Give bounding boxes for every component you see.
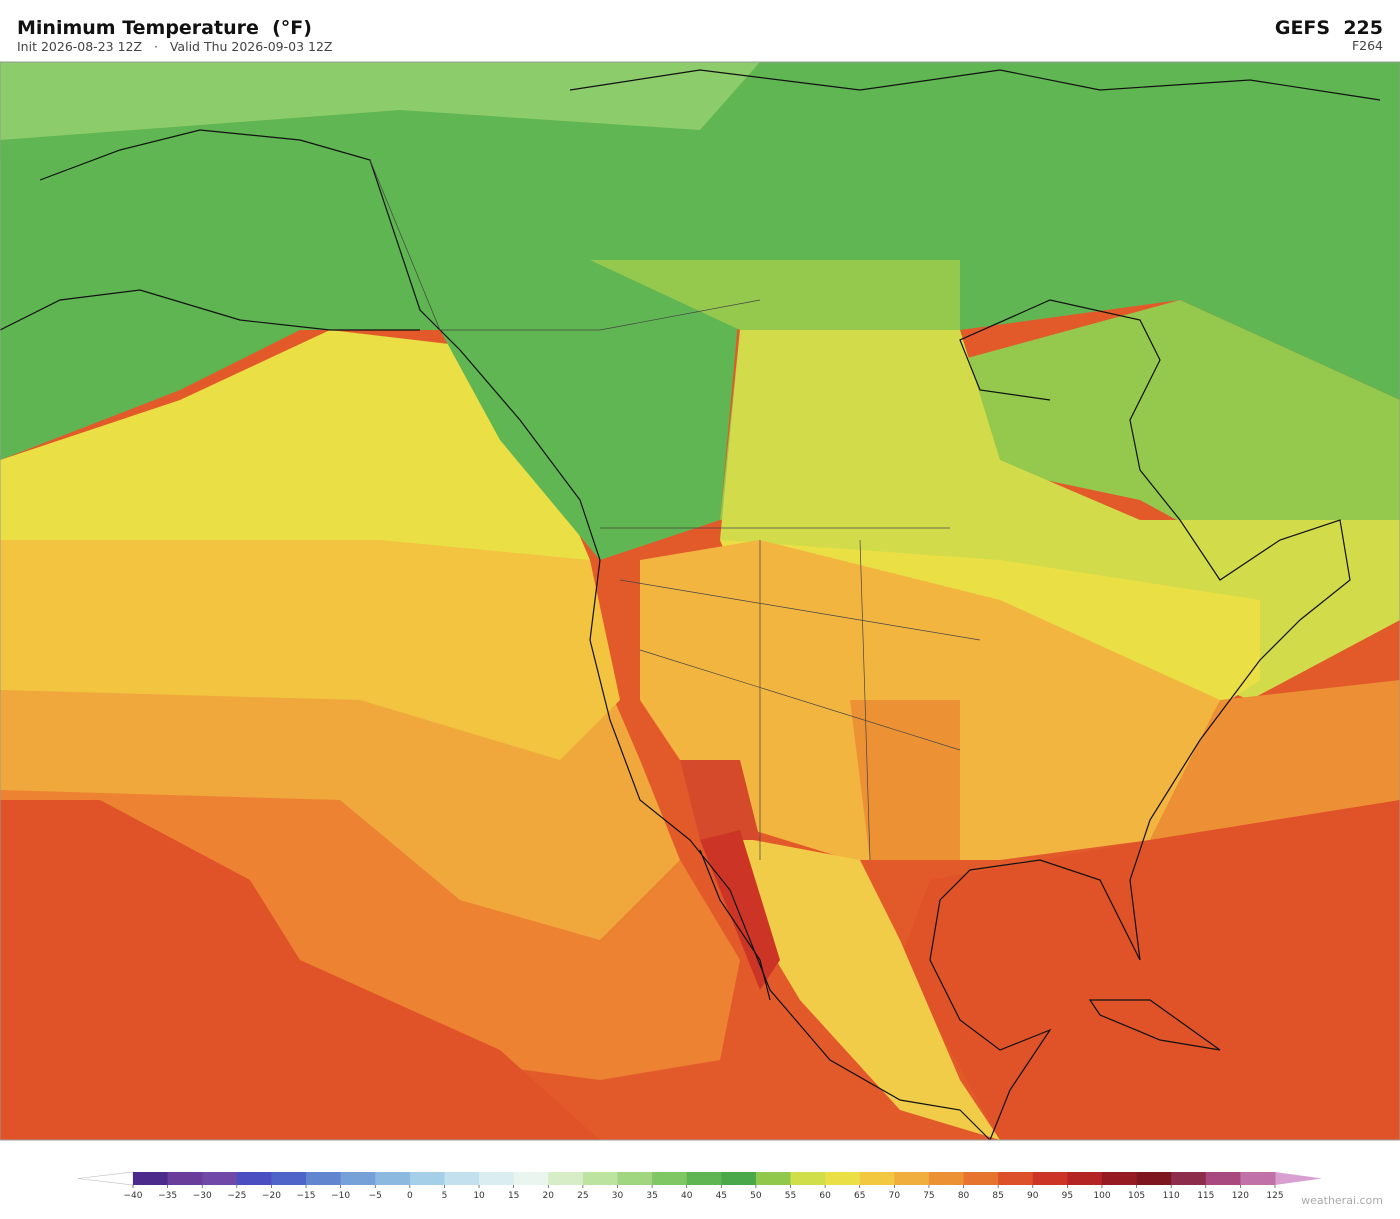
colorbar-segment xyxy=(1171,1172,1207,1185)
colorbar-tick-label: 20 xyxy=(543,1191,555,1201)
colorbar-segment xyxy=(790,1172,826,1185)
colorbar-segment xyxy=(998,1172,1034,1185)
colorbar-segment xyxy=(617,1172,653,1185)
colorbar-segment xyxy=(306,1172,342,1185)
colorbar-segment xyxy=(236,1172,272,1185)
colorbar-tick-label: 60 xyxy=(819,1191,831,1201)
colorbar-tick-label: 30 xyxy=(612,1191,624,1201)
colorbar-segment xyxy=(133,1172,169,1185)
colorbar-segment xyxy=(444,1172,480,1185)
map xyxy=(0,61,1400,1141)
colorbar-segment xyxy=(1205,1172,1241,1185)
colorbar-segment xyxy=(825,1172,861,1185)
colorbar-segment xyxy=(548,1172,584,1185)
colorbar-tick-label: 100 xyxy=(1093,1191,1110,1201)
colorbar-segment xyxy=(409,1172,445,1185)
colorbar-segment xyxy=(513,1172,549,1185)
colorbar-segment xyxy=(340,1172,376,1185)
colorbar-segment xyxy=(1101,1172,1138,1185)
model-label: GEFS 225 xyxy=(1275,17,1383,39)
colorbar-segment xyxy=(479,1172,515,1185)
colorbar-tick-label: −30 xyxy=(193,1191,212,1201)
colorbar-tick-label: 110 xyxy=(1163,1191,1180,1201)
colorbar-tick-label: 0 xyxy=(407,1191,413,1201)
colorbar-segment xyxy=(202,1172,238,1185)
colorbar-segment xyxy=(1067,1172,1103,1185)
colorbar-segment xyxy=(167,1172,203,1185)
colorbar-tick-label: 80 xyxy=(958,1191,970,1201)
colorbar-tick-label: −35 xyxy=(158,1191,177,1201)
colorbar-segment xyxy=(928,1172,965,1185)
colorbar-tick-label: 15 xyxy=(508,1191,519,1201)
colorbar-tick-label: 25 xyxy=(577,1191,588,1201)
forecast-hour: F264 xyxy=(1352,38,1383,53)
colorbar-tick-label: 45 xyxy=(716,1191,727,1201)
colorbar-segment xyxy=(721,1172,757,1185)
subtitle: Init 2026-08-23 12Z · Valid Thu 2026-09-… xyxy=(17,39,333,54)
colorbar-segment xyxy=(686,1172,722,1185)
colorbar-tick-label: 70 xyxy=(889,1191,901,1201)
colorbar-under xyxy=(77,1171,134,1186)
title: Minimum Temperature (°F) xyxy=(17,17,312,39)
colorbar-tick-label: 115 xyxy=(1197,1191,1214,1201)
colorbar-tick-label: 85 xyxy=(992,1191,1003,1201)
colorbar-segment xyxy=(582,1172,618,1185)
colorbar-segment xyxy=(271,1172,307,1185)
colorbar-segment xyxy=(963,1172,999,1185)
colorbar-segment xyxy=(652,1172,688,1185)
colorbar-over xyxy=(1275,1172,1322,1185)
colorbar-tick-label: −5 xyxy=(369,1191,382,1201)
colorbar: −40 −35 −30 −25 −20 −15 −10 −5 0 5 10 15 20 25 30 35 40 4… xyxy=(77,1171,1322,1201)
colorbar-segment xyxy=(1240,1172,1276,1185)
colorbar-tick-label: 75 xyxy=(923,1191,934,1201)
colorbar-tick-label: 55 xyxy=(785,1191,796,1201)
colorbar-segment xyxy=(375,1172,411,1185)
colorbar-segment xyxy=(1032,1172,1068,1185)
colorbar-tick-label: −15 xyxy=(297,1191,316,1201)
colorbar-segment xyxy=(859,1172,895,1185)
colorbar-tick-label: 90 xyxy=(1027,1191,1039,1201)
colorbar-tick-label: −20 xyxy=(262,1191,281,1201)
colorbar-tick-label: −10 xyxy=(331,1191,350,1201)
colorbar-tick-label: 125 xyxy=(1266,1191,1283,1201)
colorbar-tick-label: 95 xyxy=(1062,1191,1073,1201)
colorbar-tick-label: 120 xyxy=(1232,1191,1249,1201)
colorbar-tick-label: 105 xyxy=(1128,1191,1145,1201)
colorbar-segment xyxy=(894,1172,930,1185)
colorbar-tick-label: 35 xyxy=(646,1191,657,1201)
colorbar-tick-label: −25 xyxy=(227,1191,246,1201)
colorbar-tick-label: 40 xyxy=(681,1191,693,1201)
colorbar-tick-label: 50 xyxy=(750,1191,762,1201)
colorbar-segment xyxy=(755,1172,792,1185)
colorbar-tick-label: −40 xyxy=(124,1191,143,1201)
colorbar-tick-label: 5 xyxy=(442,1191,448,1201)
colorbar-segment xyxy=(1136,1172,1172,1185)
watermark: weatherai.com xyxy=(1301,1194,1383,1207)
colorbar-tick-label: 65 xyxy=(854,1191,865,1201)
colorbar-tick-label: 10 xyxy=(473,1191,485,1201)
